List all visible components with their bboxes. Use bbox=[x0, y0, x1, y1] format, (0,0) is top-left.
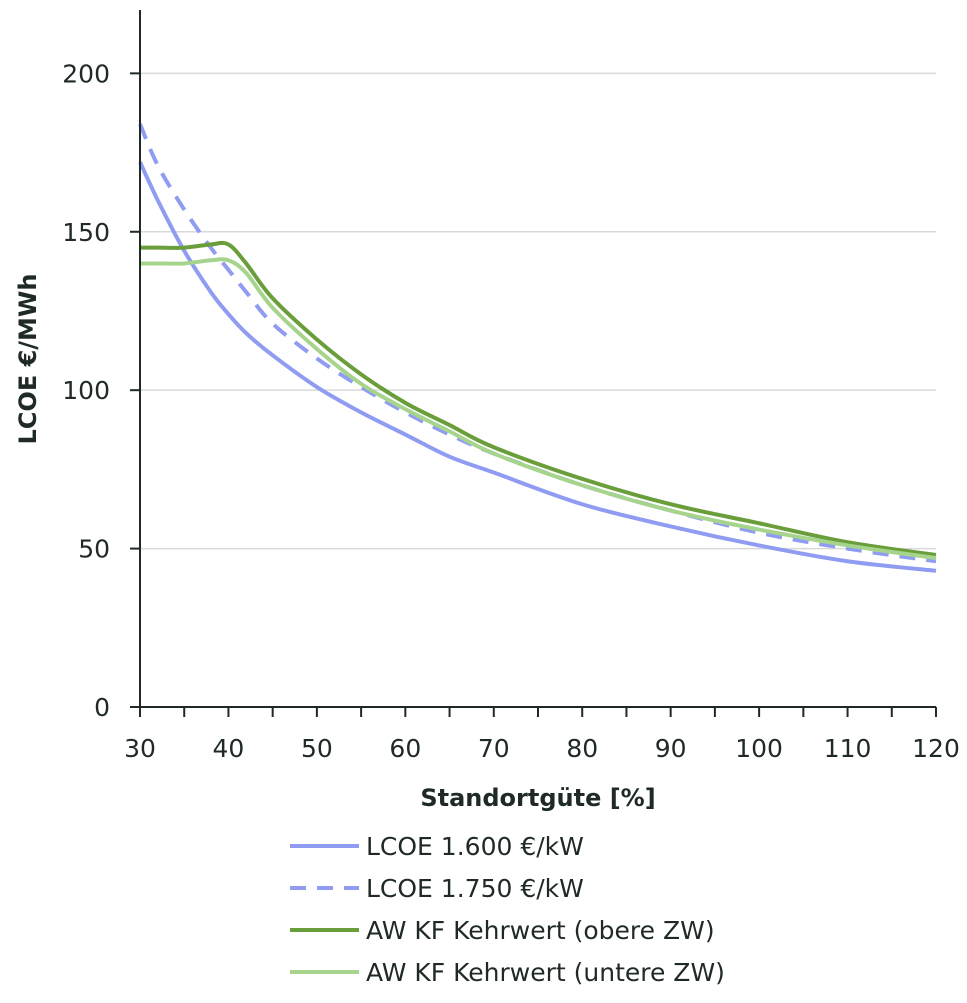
x-tick-label: 110 bbox=[824, 734, 872, 763]
series-line-1 bbox=[138, 161, 937, 573]
series-line-3 bbox=[140, 240, 937, 557]
y-tick-label: 0 bbox=[94, 693, 110, 722]
x-tick-label: 100 bbox=[735, 734, 783, 763]
x-tick-label: 60 bbox=[389, 734, 421, 763]
y-axis-title: LCOE €/MWh bbox=[14, 274, 42, 445]
y-tick-label: 200 bbox=[62, 59, 110, 88]
y-tick-label: 100 bbox=[62, 376, 110, 405]
y-tick-label: 50 bbox=[78, 535, 110, 564]
legend: LCOE 1.600 €/kW LCOE 1.750 €/kW AW KF Kehr… bbox=[290, 832, 725, 987]
legend-label-3: AW KF Kehrwert (obere ZW) bbox=[366, 916, 715, 945]
x-tick-label: 40 bbox=[213, 734, 245, 763]
grid-layer bbox=[140, 72, 936, 550]
axis-layer: 0 50 100 150 200 30 40 50 60 70 80 90 100 110 120 bbox=[62, 10, 960, 763]
x-tick-label: 50 bbox=[301, 734, 333, 763]
x-tick-label: 80 bbox=[566, 734, 598, 763]
x-tick-label: 30 bbox=[124, 734, 156, 763]
x-tick-label: 120 bbox=[912, 734, 960, 763]
y-tick-label: 150 bbox=[62, 218, 110, 247]
legend-label-4: AW KF Kehrwert (untere ZW) bbox=[366, 958, 725, 987]
x-tick-label: 70 bbox=[478, 734, 510, 763]
series-line-4 bbox=[140, 257, 937, 561]
legend-label-2: LCOE 1.750 €/kW bbox=[366, 874, 584, 903]
x-tick-label: 90 bbox=[655, 734, 687, 763]
series-layer bbox=[138, 123, 937, 573]
legend-label-1: LCOE 1.600 €/kW bbox=[366, 832, 584, 861]
x-axis-title: Standortgüte [%] bbox=[420, 784, 655, 812]
